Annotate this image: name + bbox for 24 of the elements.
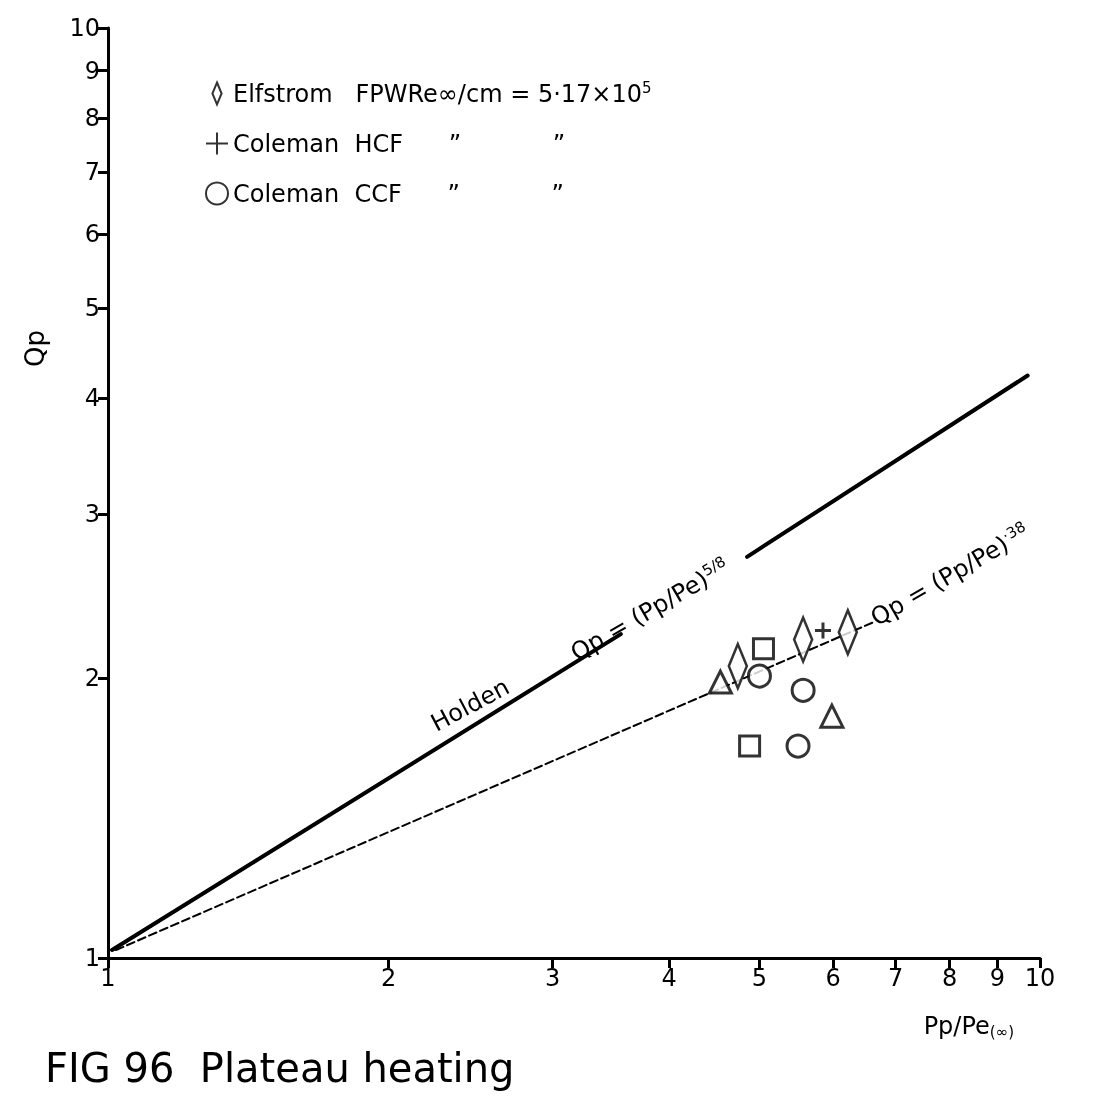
x-tick-label: 2: [380, 964, 397, 992]
y-tick-label: 8: [84, 104, 100, 133]
y-tick-label: 2: [84, 664, 100, 693]
y-tick-label: 7: [84, 158, 100, 187]
y-tick-label: 3: [84, 500, 100, 529]
x-tick-label: 9: [989, 964, 1005, 992]
legend-label: Coleman HCF ” ”: [233, 129, 566, 158]
y-tick-label: 5: [84, 293, 100, 322]
x-tick-label: 6: [825, 964, 841, 992]
y-tick-label: 4: [84, 384, 100, 413]
x-axis-title: Pp/Pe(∞): [923, 1011, 1014, 1041]
x-tick-label: 7: [887, 964, 904, 992]
x-tick-label: 5: [751, 964, 768, 992]
y-tick-label: 9: [84, 56, 100, 85]
y-tick-label: 6: [84, 220, 100, 249]
legend-label: Coleman CCF ” ”: [233, 179, 564, 208]
x-tick-label: 4: [661, 964, 677, 992]
y-tick-label: 10: [69, 14, 100, 42]
x-tick-label: 3: [545, 964, 561, 992]
x-tick-label: 8: [942, 964, 958, 992]
x-tick-label: 10: [1024, 964, 1056, 992]
y-axis-title: Qp: [20, 330, 50, 367]
y-tick-label: 1: [84, 944, 100, 972]
text: FIG 96 Plateau heating: [45, 1045, 515, 1091]
